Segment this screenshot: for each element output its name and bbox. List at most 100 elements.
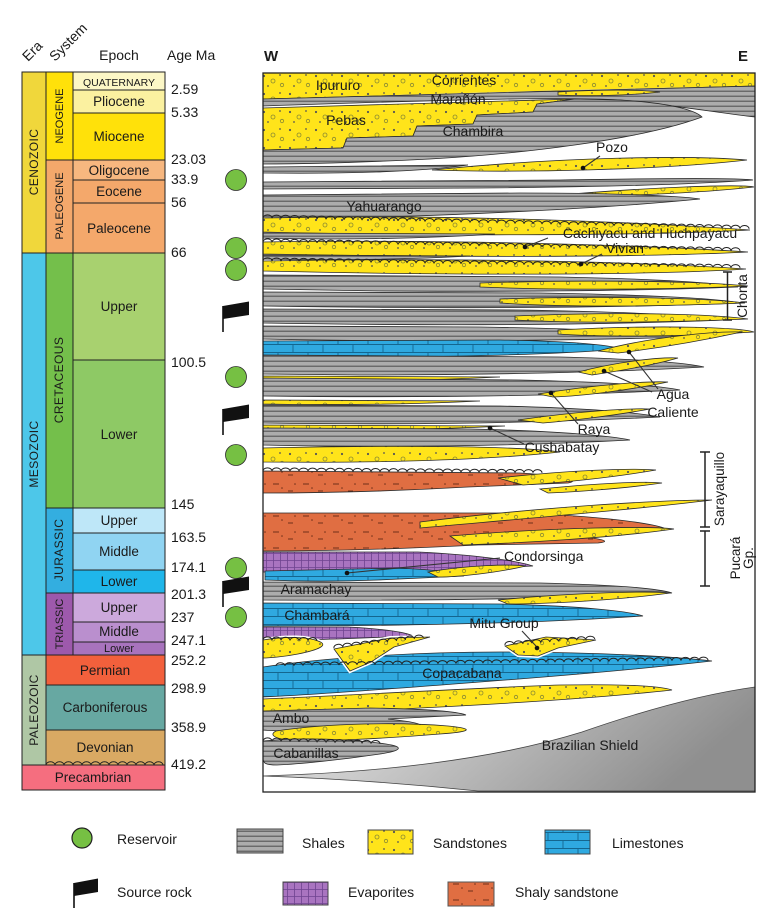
pucara-bracket bbox=[700, 530, 710, 587]
epoch-header: Epoch bbox=[99, 47, 139, 63]
legend-label-shales: Shales bbox=[302, 835, 345, 851]
age-label: 2.59 bbox=[171, 81, 198, 97]
source-rock-flag-icon bbox=[222, 404, 249, 435]
era-label-mesozoic: MESOZOIC bbox=[27, 420, 41, 487]
epoch-cell-permian bbox=[45, 654, 166, 686]
leader-dot bbox=[344, 570, 350, 576]
reservoir-legend-icon bbox=[71, 827, 93, 849]
chonta-bracket bbox=[723, 271, 732, 321]
formation-label-pebas: Pebas bbox=[326, 112, 366, 128]
unconformity-wavy-line bbox=[262, 257, 741, 269]
formation-label-ambo: Ambo bbox=[273, 710, 310, 726]
sarayaquillo-sandstone-wedge bbox=[419, 499, 713, 529]
epoch-cell-lower-cretaceous bbox=[72, 359, 166, 509]
sandstone-lens bbox=[426, 564, 527, 578]
mitu-sandstone-wedge bbox=[262, 637, 324, 659]
leader-dot bbox=[548, 390, 554, 396]
leader-line bbox=[580, 253, 603, 265]
leader-dot bbox=[580, 165, 586, 171]
leader-dot bbox=[578, 261, 584, 267]
leader-dot bbox=[601, 368, 607, 374]
sarayaquillo-bracket bbox=[700, 451, 710, 528]
formation-label-condorsinga: Condorsinga bbox=[504, 548, 584, 564]
mitu-sandstone-body bbox=[504, 636, 597, 657]
leader-dot bbox=[487, 425, 493, 431]
formation-label-ipururo: Ipururo bbox=[316, 77, 361, 93]
agua-caliente-sandstone-wedge bbox=[597, 331, 743, 354]
bracket-label-sarayaquillo: Sarayaquillo bbox=[712, 452, 727, 526]
reservoir-icon bbox=[225, 606, 247, 628]
era-cell-mesozoic bbox=[21, 252, 47, 656]
age-label: 23.03 bbox=[171, 151, 206, 167]
system-cell-triassic bbox=[45, 592, 74, 656]
epoch-label: Pliocene bbox=[93, 94, 145, 109]
formation-label-raya: Raya bbox=[578, 421, 611, 437]
reservoir-icon bbox=[225, 169, 247, 191]
cabanillas-shale-layer bbox=[262, 738, 399, 766]
age-label: 100.5 bbox=[171, 354, 206, 370]
age-label: 5.33 bbox=[171, 104, 198, 120]
age-label: 56 bbox=[171, 194, 187, 210]
sandstone-wedge bbox=[538, 481, 663, 494]
legend-label-source-rock: Source rock bbox=[117, 884, 193, 900]
leader-line bbox=[521, 630, 537, 647]
shales-legend-swatch bbox=[236, 828, 284, 854]
system-label-jurassic: JURASSIC bbox=[52, 519, 66, 582]
chambira-shale-layer bbox=[262, 98, 703, 165]
legend: Reservoir Shales Sandstones Limestones S… bbox=[71, 827, 684, 908]
formation-label-agua-caliente-2: Caliente bbox=[647, 404, 699, 420]
leader-line bbox=[603, 370, 653, 393]
sandstone-wedge bbox=[497, 591, 671, 605]
reservoir-icon bbox=[225, 366, 247, 388]
evaporites-legend-swatch bbox=[282, 881, 329, 906]
epoch-label: Oligocene bbox=[89, 163, 150, 178]
raya-sandstone-wedge bbox=[537, 381, 669, 398]
sandstone-wedge bbox=[448, 527, 675, 546]
formation-label-vivian: Vivian bbox=[606, 240, 644, 256]
devonian-precambrian-unconformity bbox=[45, 761, 164, 766]
system-label-neogene: NEOGENE bbox=[54, 88, 66, 143]
age-label: 358.9 bbox=[171, 719, 206, 735]
epoch-label: Middle bbox=[99, 624, 139, 639]
age-label: 163.5 bbox=[171, 529, 206, 545]
age-label: 33.9 bbox=[171, 171, 198, 187]
formation-label-brazilian-shield: Brazilian Shield bbox=[542, 737, 639, 753]
formation-label-corrientes: Corrientes bbox=[432, 72, 497, 88]
leader-line bbox=[628, 351, 659, 390]
epoch-label: Lower bbox=[104, 643, 134, 655]
epoch-label: Carboniferous bbox=[63, 700, 148, 715]
epoch-label: Precambrian bbox=[55, 770, 132, 785]
legend-label-limestones: Limestones bbox=[612, 835, 684, 851]
epoch-label: Eocene bbox=[96, 184, 142, 199]
chonta-sandstone-lens bbox=[499, 296, 746, 307]
epoch-label: Devonian bbox=[76, 740, 133, 755]
leader-dot bbox=[534, 645, 540, 651]
reservoir-icon bbox=[225, 444, 247, 466]
epoch-cell-upper-cretaceous bbox=[72, 252, 166, 361]
leader-line bbox=[524, 237, 549, 248]
leader-line bbox=[582, 155, 601, 169]
source-rock-legend-icon bbox=[73, 878, 98, 908]
era-cell-cenozoic bbox=[21, 71, 47, 254]
unconformity-wavy-line bbox=[262, 467, 543, 473]
epoch-cell-precambrian bbox=[21, 764, 166, 791]
epoch-cell-paleocene bbox=[72, 202, 166, 254]
source-rock-flag-icon bbox=[222, 301, 249, 332]
epoch-label: Miocene bbox=[93, 129, 144, 144]
reservoir-icon bbox=[225, 237, 247, 259]
bracket-label-pucara: Pucará bbox=[728, 536, 743, 579]
age-label: 145 bbox=[171, 496, 195, 512]
legend-label-evaporites: Evaporites bbox=[348, 884, 414, 900]
chonta-sandstone-lens bbox=[514, 313, 749, 323]
age-label: 237 bbox=[171, 609, 195, 625]
unconformity-wavy-line bbox=[262, 737, 381, 744]
sandstone-layer bbox=[262, 445, 561, 463]
sandstones-legend-swatch bbox=[367, 829, 414, 855]
timescale-column: Era System Epoch Age Ma CENOZOIC MESOZOI… bbox=[19, 20, 215, 791]
limestones-legend-swatch bbox=[544, 829, 591, 855]
epoch-label: Lower bbox=[101, 574, 138, 589]
age-label: 298.9 bbox=[171, 680, 206, 696]
legend-label-reservoir: Reservoir bbox=[117, 831, 177, 847]
formation-label-cabanillas: Cabanillas bbox=[273, 745, 338, 761]
